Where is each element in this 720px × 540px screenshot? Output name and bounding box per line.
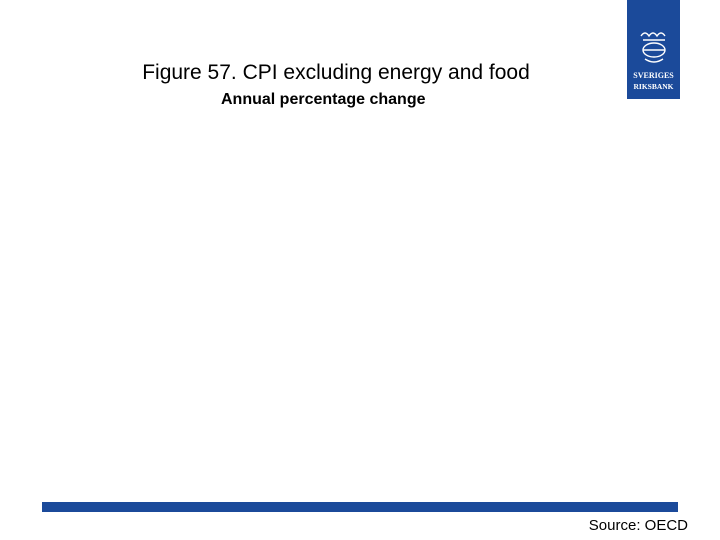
slide-subtitle: Annual percentage change: [221, 91, 426, 108]
logo-emblem: [640, 32, 666, 63]
source-note: Source: OECD: [588, 517, 688, 534]
slide-title: Figure 57. CPI excluding energy and food: [142, 61, 530, 84]
footer-bar: [42, 502, 678, 512]
logo-text: SVERIGES: [633, 71, 674, 80]
logo: SVERIGES RIKSBANK: [627, 0, 680, 99]
logo-text: RIKSBANK: [633, 82, 673, 91]
